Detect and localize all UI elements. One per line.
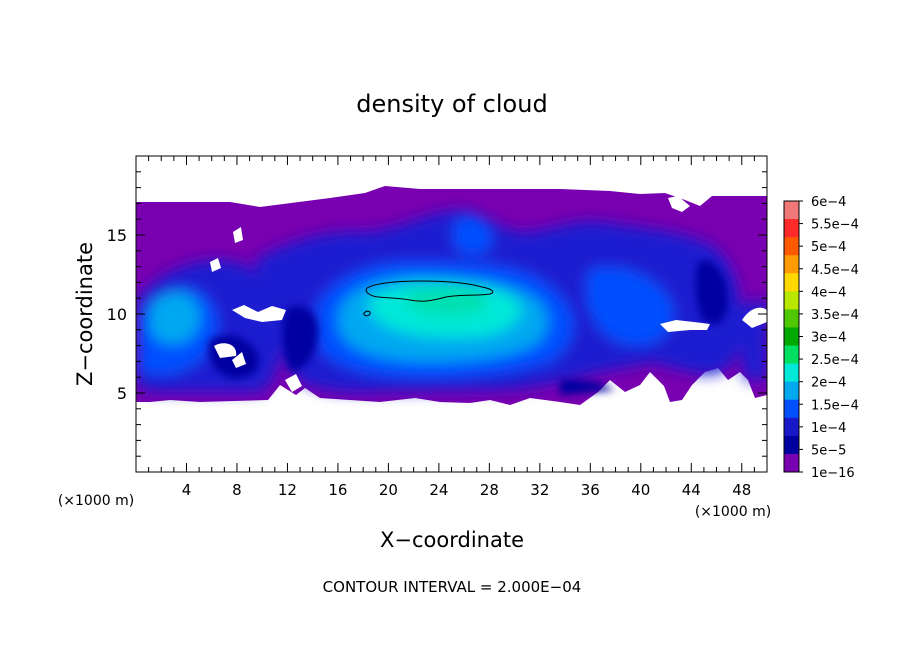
- colorbar-label: 2.5e−4: [811, 353, 859, 368]
- x-tick-label: 8: [232, 481, 242, 499]
- colorbar-swatch: [784, 327, 799, 347]
- colorbar-swatch: [784, 453, 799, 473]
- colorbar-label: 5e−5: [811, 443, 846, 458]
- x-tick-label: 12: [278, 481, 297, 499]
- colorbar: 6e−4 5.5e−4 5e−4 4.5e−4 4e−4 3.5e−4 3e−4 2.5e−4…: [783, 195, 859, 481]
- colorbar-swatch: [784, 291, 799, 310]
- x-tick-label: 36: [581, 481, 600, 499]
- x-axis-ticks: 4 8 12 16 20 24 28 32 36 40 44 48: [135, 156, 768, 499]
- colorbar-swatch: [784, 399, 799, 419]
- colorbar-swatch: [784, 381, 799, 401]
- colorbar-swatch: [784, 219, 799, 238]
- colorbar-swatch: [784, 237, 799, 256]
- colorbar-label: 5e−4: [811, 240, 846, 255]
- colorbar-label: 4.5e−4: [811, 263, 859, 278]
- contour-interval: CONTOUR INTERVAL = 2.000E−04: [323, 578, 582, 596]
- colorbar-swatch: [784, 309, 799, 328]
- y-tick-label: 15: [107, 226, 127, 245]
- colorbar-label: 2e−4: [811, 376, 846, 391]
- colorbar-label: 1e−4: [811, 421, 846, 436]
- x-tick-label: 28: [480, 481, 499, 499]
- x-unit-right: (×1000 m): [695, 504, 771, 520]
- y-tick-label: 10: [107, 305, 127, 324]
- y-axis-label: Z−coordinate: [73, 242, 97, 386]
- colorbar-swatch: [784, 435, 799, 455]
- y-tick-label: 5: [117, 384, 127, 403]
- x-axis-label: X−coordinate: [380, 528, 524, 552]
- x-tick-label: 40: [631, 481, 650, 499]
- colorbar-label: 3e−4: [811, 331, 846, 346]
- x-tick-label: 20: [379, 481, 398, 499]
- colorbar-label: 1.5e−4: [811, 398, 859, 413]
- colorbar-swatch: [784, 273, 799, 292]
- colorbar-label: 1e−16: [811, 466, 855, 481]
- x-tick-label: 16: [328, 481, 347, 499]
- y-axis-ticks: 5 10 15: [107, 155, 767, 473]
- dark-bands: [208, 259, 729, 395]
- x-tick-label: 24: [429, 481, 448, 499]
- chart-title: density of cloud: [356, 90, 547, 118]
- colorbar-swatch: [784, 363, 799, 383]
- colorbar-label: 5.5e−4: [811, 218, 859, 233]
- colorbar-label: 4e−4: [811, 285, 846, 300]
- contour-2e-4-small: [363, 310, 371, 317]
- colorbar-swatch: [784, 255, 799, 274]
- density-field: [136, 210, 767, 392]
- x-tick-label: 4: [182, 481, 192, 499]
- plot-area: [136, 156, 767, 472]
- x-unit-left: (×1000 m): [58, 493, 134, 509]
- colorbar-label: 3.5e−4: [811, 308, 859, 323]
- colorbar-swatch: [784, 201, 799, 220]
- contour-2e-4: [365, 280, 494, 302]
- x-tick-label: 48: [732, 481, 751, 499]
- x-tick-label: 44: [682, 481, 701, 499]
- colorbar-swatch: [784, 417, 799, 437]
- cloud-holes: [210, 196, 767, 392]
- x-tick-label: 32: [530, 481, 549, 499]
- colorbar-swatch: [784, 345, 799, 365]
- colorbar-label: 6e−4: [811, 195, 846, 210]
